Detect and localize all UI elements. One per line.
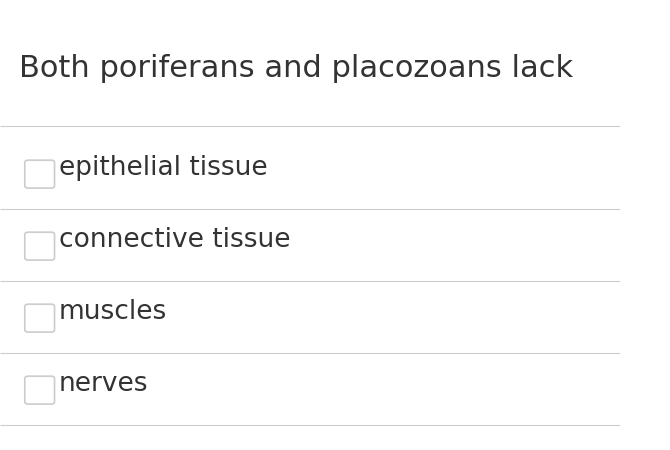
FancyBboxPatch shape <box>25 304 54 332</box>
Text: nerves: nerves <box>59 371 148 397</box>
Text: connective tissue: connective tissue <box>59 227 290 253</box>
FancyBboxPatch shape <box>25 376 54 404</box>
Text: muscles: muscles <box>59 299 167 325</box>
Text: epithelial tissue: epithelial tissue <box>59 155 267 181</box>
FancyBboxPatch shape <box>25 232 54 260</box>
Text: Both poriferans and placozoans lack: Both poriferans and placozoans lack <box>19 54 573 83</box>
FancyBboxPatch shape <box>25 160 54 188</box>
